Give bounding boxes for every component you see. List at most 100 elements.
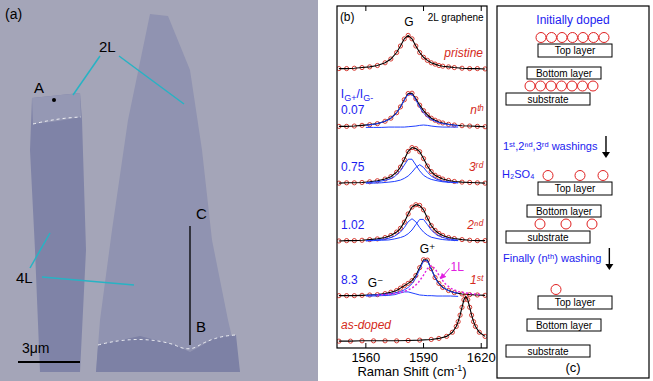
dopant [578,81,588,91]
layer-label: Top layer [555,45,596,56]
dopant [599,33,609,43]
dopant [567,81,577,91]
layer-label: Bottom layer [536,206,593,217]
point-label: A [34,79,44,96]
plot-frame [337,6,487,348]
arrow-shaft [605,136,606,153]
arrow-head [605,264,613,270]
panel-letter: (c) [565,360,580,375]
tick [365,343,366,348]
fit-component [366,165,458,183]
series [337,258,487,298]
annotation: G⁺ [420,242,436,256]
dopant [588,81,598,91]
panel-letter: (a) [5,6,22,22]
panel-frame [497,6,649,378]
tick-label: 1620 [467,350,496,365]
series [366,219,458,241]
spectrum-label: nᵗʰ [470,103,484,117]
text-part: Raman Shift (cm [357,364,454,379]
spectrum-line [339,148,485,184]
leader [30,233,50,268]
annotation-arrow [441,268,450,278]
layer-box [538,44,612,57]
tick-label: 1590 [409,350,438,365]
spectrum-label: pristine [443,46,483,60]
spectrum-label: 1ˢᵗ [470,273,484,287]
tick [423,343,424,348]
series [377,266,481,295]
fit-component [366,292,458,296]
layer-box [538,182,612,195]
dopant [561,219,571,229]
point-dot [52,98,56,102]
layer-label: substrate [527,232,569,243]
fit-component [366,219,458,241]
layer-label: 2L [99,38,116,55]
ratio-value: 0.07 [341,103,365,117]
axis-title: Raman Shift (cm-1) [357,363,466,379]
text-part: ) [462,364,466,379]
series [366,292,458,296]
dopant [575,171,585,181]
micrograph-background [0,0,318,381]
series [337,145,487,185]
fit-component [377,266,481,295]
boundary [33,117,81,124]
layer-label: substrate [527,346,569,357]
spectrum-line [339,205,485,241]
tick [423,6,424,11]
scale-bar-label: 3μm [22,340,50,356]
ratio-value: 1.02 [341,218,365,232]
series [337,203,487,243]
tick [481,343,482,348]
tick-label: 1560 [351,350,380,365]
series [366,125,458,127]
layer-label: Top layer [555,183,596,194]
spectrum-label: 2ⁿᵈ [466,218,484,232]
ratio-value: 0.75 [341,160,365,174]
dopant [578,33,588,43]
tick [481,6,482,11]
layer-label: Bottom layer [536,320,593,331]
panel-c: (c)Initially dopedTop layerBottom layers… [497,6,649,378]
leader [119,56,184,104]
layer-label: Top layer [555,297,596,308]
text-part: /I [356,87,363,101]
figure: (a)2L4LACB3μm156015901620Raman Shift (cm… [0,0,653,381]
leader [73,56,100,95]
point-label: C [196,205,207,222]
dopant [536,81,546,91]
text-part: G- [363,93,373,103]
series [366,165,458,183]
text-part: G+ [344,93,356,103]
series [337,33,487,71]
line-scan [189,226,190,345]
dopant [557,33,567,43]
stage-title: 1ˢᵗ,2ⁿᵈ,3ʳᵈ washings [503,140,598,152]
panel-a: (a)2L4LACB3μm [0,0,318,381]
layer-box [527,319,601,331]
spectrum-label: 3ʳᵈ [469,160,484,174]
dopant [535,219,545,229]
layer-box [506,231,590,243]
flake-left [30,93,86,372]
layer-label: substrate [527,94,569,105]
fit-component [366,94,458,125]
dopant [536,33,546,43]
series [366,219,458,241]
series [366,159,458,183]
layer-box [538,296,612,309]
annotation: (b) [340,10,355,24]
fit-component [366,261,458,296]
arrow-head [602,152,610,158]
point-label: B [196,318,206,335]
boundary [98,335,236,349]
plot-area [337,33,487,343]
layer-label: Bottom layer [536,68,593,79]
dopant [557,81,567,91]
series [337,294,487,343]
layer-box [506,345,590,357]
annotation: 2L graphene [428,12,484,23]
layer-box [527,205,601,217]
